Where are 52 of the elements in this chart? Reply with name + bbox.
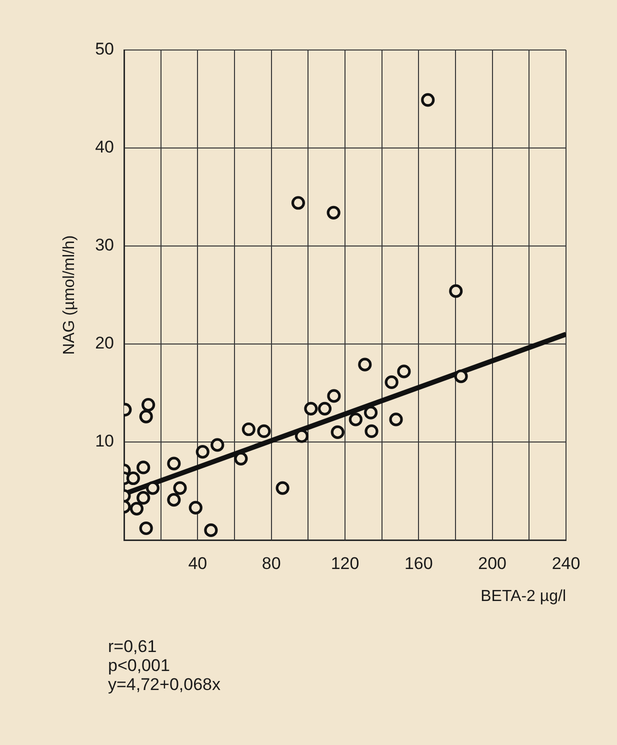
text: p<0,001	[108, 656, 170, 675]
x-tick-label: 160	[404, 554, 433, 573]
point	[318, 402, 332, 416]
point	[257, 424, 271, 438]
point	[291, 196, 306, 210]
point	[384, 375, 398, 390]
point	[126, 471, 140, 486]
point	[136, 460, 150, 474]
text: y=4,72+0,068x	[108, 675, 221, 694]
point	[139, 521, 153, 536]
y-tick-label: 20	[95, 334, 114, 353]
point	[204, 523, 218, 537]
y-tick-label: 40	[95, 138, 114, 157]
point	[173, 481, 187, 495]
point	[327, 389, 341, 403]
x-tick-label: 40	[188, 554, 208, 573]
point	[276, 481, 290, 495]
point	[421, 93, 435, 107]
point	[449, 284, 463, 298]
point	[130, 502, 144, 516]
point	[210, 438, 224, 452]
x-tick-label: 120	[330, 554, 360, 573]
point	[146, 481, 160, 495]
x-tick-label: 240	[552, 554, 580, 573]
point	[330, 425, 344, 439]
x-tick-label: 200	[478, 554, 507, 573]
point	[139, 410, 153, 424]
y-tick-label: 10	[95, 432, 114, 451]
x-axis-title: BETA-2 µg/l	[480, 588, 566, 605]
point	[142, 398, 156, 412]
y-tick-label: 50	[95, 40, 114, 59]
point	[304, 402, 318, 416]
point	[358, 358, 372, 372]
point	[188, 500, 202, 514]
point	[136, 491, 150, 505]
point	[397, 364, 411, 378]
x-tick-label: 80	[262, 554, 281, 573]
point	[234, 452, 248, 466]
y-tick-label: 30	[95, 236, 114, 255]
point	[389, 412, 403, 426]
point	[454, 370, 468, 384]
point	[364, 406, 378, 420]
point	[294, 429, 309, 443]
point	[326, 206, 340, 220]
point	[364, 424, 378, 438]
point	[196, 445, 210, 459]
point	[348, 412, 362, 426]
text: r=0,61	[108, 637, 157, 656]
point	[167, 456, 181, 470]
y-axis-title: NAG (µmol/ml/h)	[61, 235, 78, 355]
point	[242, 422, 256, 436]
point	[167, 493, 181, 507]
